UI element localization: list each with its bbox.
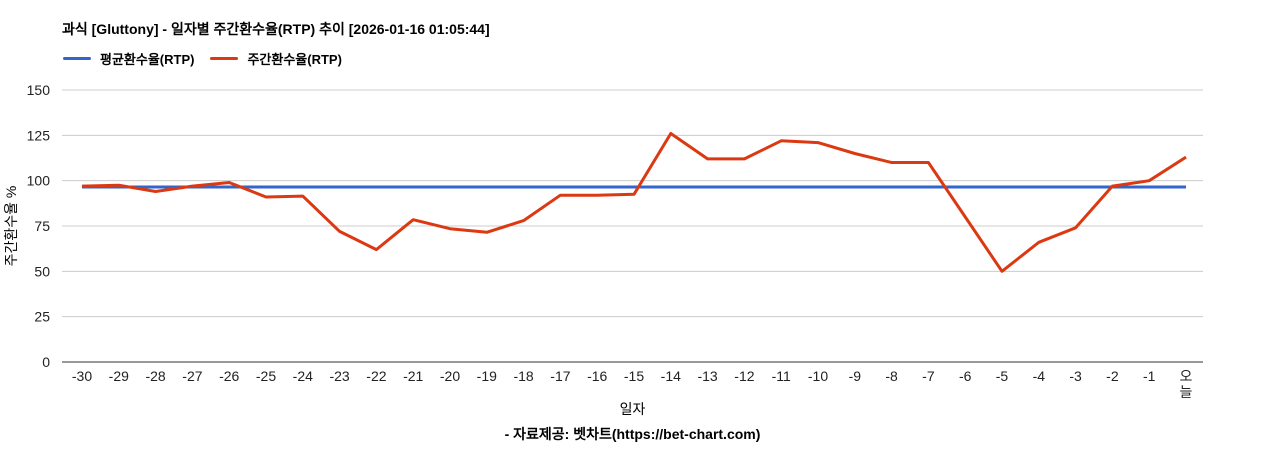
data-source-credit: - 자료제공: 벳차트(https://bet-chart.com) <box>504 426 761 442</box>
legend-item-weekly: 주간환수율(RTP) <box>210 49 342 68</box>
legend-label-average: 평균환수율(RTP) <box>100 52 195 67</box>
y-tick-label: 0 <box>42 354 50 370</box>
average-line-swatch-icon <box>63 57 91 60</box>
x-tick-label: -22 <box>366 368 386 384</box>
x-tick-label: -26 <box>219 368 239 384</box>
x-tick-label: -1 <box>1143 368 1156 384</box>
x-tick-label: -10 <box>808 368 828 384</box>
x-tick-label: -5 <box>996 368 1009 384</box>
x-tick-label: -30 <box>72 368 92 384</box>
x-tick-label: -20 <box>440 368 460 384</box>
x-tick-label: -2 <box>1106 368 1119 384</box>
x-tick-label: -3 <box>1069 368 1082 384</box>
x-tick-label: -28 <box>145 368 165 384</box>
x-tick-label: -14 <box>661 368 681 384</box>
x-tick-label: -13 <box>697 368 717 384</box>
x-axis-title: 일자 <box>620 401 646 417</box>
x-tick-label: -6 <box>959 368 972 384</box>
x-tick-label: -17 <box>550 368 570 384</box>
chart-title: 과식 [Gluttony] - 일자별 주간환수율(RTP) 추이 [2026-… <box>62 21 490 37</box>
x-tick-label: -7 <box>922 368 935 384</box>
x-tick-label: 오 <box>1180 368 1193 384</box>
weekly-rtp-line <box>81 132 1187 273</box>
x-tick-label: -27 <box>182 368 202 384</box>
legend-item-average: 평균환수율(RTP) <box>63 49 194 68</box>
chart-legend: 평균환수율(RTP) 주간환수율(RTP) <box>63 49 342 68</box>
x-tick-label: -24 <box>293 368 313 384</box>
y-tick-label: 75 <box>34 218 50 234</box>
x-tick-label: -8 <box>885 368 898 384</box>
x-tick-label: -12 <box>734 368 754 384</box>
y-tick-label: 50 <box>34 263 50 279</box>
x-tick-label: -15 <box>624 368 644 384</box>
x-tick-label: -18 <box>513 368 533 384</box>
y-tick-label: 125 <box>27 127 51 143</box>
weekly-line-swatch-icon <box>210 57 239 60</box>
x-tick-label: -19 <box>477 368 497 384</box>
x-tick-label: -25 <box>256 368 276 384</box>
x-tick-label: -9 <box>849 368 862 384</box>
y-tick-label: 25 <box>34 309 50 325</box>
y-tick-label: 100 <box>27 173 51 189</box>
legend-label-weekly: 주간환수율(RTP) <box>247 52 342 67</box>
y-axis-title: 주간환수율 % <box>3 186 19 267</box>
x-tick-label: -21 <box>403 368 423 384</box>
x-tick-label: 늘 <box>1180 384 1193 400</box>
x-tick-label: -4 <box>1033 368 1046 384</box>
x-tick-label: -11 <box>772 368 791 384</box>
y-tick-label: 150 <box>27 82 51 98</box>
x-tick-label: -29 <box>109 368 129 384</box>
x-tick-label: -16 <box>587 368 607 384</box>
x-tick-label: -23 <box>329 368 349 384</box>
